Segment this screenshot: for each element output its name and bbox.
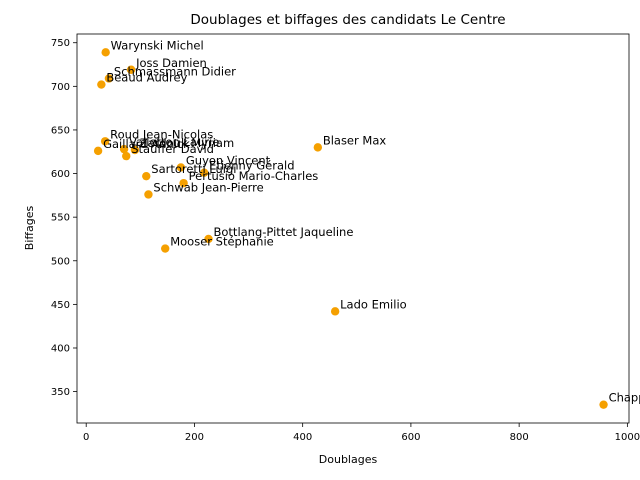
x-tick-label: 1000 [615,432,640,443]
y-tick-label: 500 [51,256,70,267]
data-point [330,307,340,316]
point-label: Joss Damien [135,56,207,70]
y-tick-label: 350 [51,387,70,398]
data-point [122,151,131,161]
point-label: Gaillard Annick [103,137,190,151]
data-point [176,163,186,172]
point-label: Vallotton Laurie [129,135,219,149]
point-label: Bottlang-Pittet Jaqueline [214,225,354,239]
x-ticks: 0 200 400 600 800 1000 [83,423,640,443]
data-point [104,74,114,83]
x-tick-label: 200 [185,432,204,443]
point-label: Etienny Gérald [209,159,294,173]
y-tick-label: 750 [51,38,70,49]
point-label: Lado Emilio [340,297,407,311]
y-tick-label: 600 [51,169,70,180]
point-label: Pertusio Mario-Charles [189,169,319,183]
y-tick-label: 650 [51,125,70,136]
data-point [126,65,136,74]
point-label: Chappuis [609,391,640,405]
x-tick-label: 800 [510,432,529,443]
data-point [130,145,140,155]
point-label: Blaser Max [323,133,387,147]
y-tick-label: 450 [51,300,70,311]
point-label: Sartoretti Luigi [151,162,236,176]
x-axis-label: Doublages [319,453,378,466]
chart-title: Doublages et biffages des candidats Le C… [190,12,505,28]
x-tick-label: 0 [83,432,89,443]
data-point [93,146,103,156]
plot-frame [76,33,630,424]
data-point [599,400,608,409]
point-label: Schwab Jean-Pierre [153,180,263,194]
y-tick-label: 700 [51,82,70,93]
y-axis-label: Biffages [23,206,36,251]
point-label: Warynski Michel [111,38,204,52]
data-point [313,143,323,152]
point-label: Beaud Audrey [106,71,187,85]
data-point [100,137,110,146]
data-point [142,171,151,181]
point-label: Roud Jean-Nicolas [110,127,213,141]
x-tick-label: 600 [401,432,420,443]
data-point [101,48,110,57]
point-label: Zardouk Myriam [140,136,234,150]
points-layer [93,48,608,409]
x-tick-label: 400 [293,432,312,443]
data-point [119,144,129,154]
data-point [97,80,106,89]
point-label: Schmassmann Didier [114,64,236,78]
data-point [199,168,209,177]
data-point [144,190,153,199]
data-point [161,244,170,253]
data-point [204,234,213,244]
data-point [179,178,188,188]
y-tick-label: 550 [51,213,70,224]
point-label: Mooser Stéphanie [170,235,274,249]
point-label: Guyon Vincent [186,153,271,167]
point-label: Stauffer David [131,142,214,156]
y-tick-label: 400 [51,343,70,354]
y-ticks: 350 400 450 500 550 600 650 700 750 [51,38,77,398]
